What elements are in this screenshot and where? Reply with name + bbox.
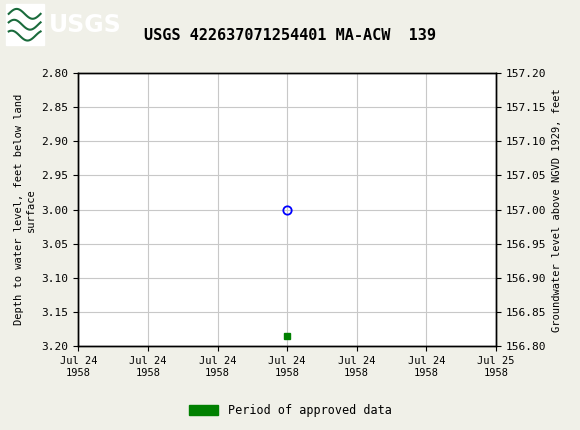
Text: USGS: USGS <box>49 13 122 37</box>
Legend: Period of approved data: Period of approved data <box>184 399 396 422</box>
Y-axis label: Depth to water level, feet below land
surface: Depth to water level, feet below land su… <box>14 94 36 325</box>
Y-axis label: Groundwater level above NGVD 1929, feet: Groundwater level above NGVD 1929, feet <box>552 88 561 332</box>
Text: USGS 422637071254401 MA-ACW  139: USGS 422637071254401 MA-ACW 139 <box>144 28 436 43</box>
Bar <box>6 4 44 45</box>
